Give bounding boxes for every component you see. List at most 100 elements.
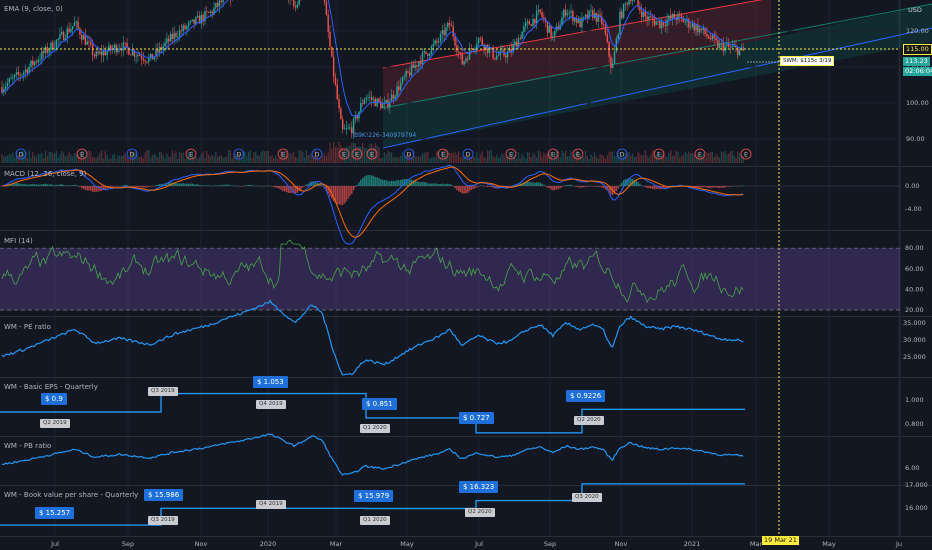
candle-body[interactable] xyxy=(50,42,52,51)
candle-body[interactable] xyxy=(639,6,641,11)
candle-body[interactable] xyxy=(298,0,300,5)
candle-body[interactable] xyxy=(135,55,137,57)
candle-body[interactable] xyxy=(102,51,105,56)
candle-body[interactable] xyxy=(461,53,464,65)
event-marker-icon[interactable] xyxy=(547,148,559,160)
candle-body[interactable] xyxy=(401,77,404,83)
candle-body[interactable] xyxy=(158,46,161,53)
candle-body[interactable] xyxy=(347,127,349,129)
candle-body[interactable] xyxy=(541,12,543,18)
pe-pane-title[interactable]: WM - PE ratio xyxy=(4,323,51,331)
candle-body[interactable] xyxy=(564,9,567,16)
candle-body[interactable] xyxy=(653,19,656,25)
candle-body[interactable] xyxy=(142,58,145,61)
candle-body[interactable] xyxy=(396,86,398,97)
price-alert-label[interactable]: SWM: $115c 3/19 xyxy=(780,56,835,66)
candle-body[interactable] xyxy=(390,94,393,103)
candle-body[interactable] xyxy=(361,103,364,104)
candle-body[interactable] xyxy=(711,35,714,40)
candle-body[interactable] xyxy=(124,42,126,44)
pb-ratio-line[interactable] xyxy=(1,433,744,476)
candle-body[interactable] xyxy=(434,40,436,44)
candle-body[interactable] xyxy=(646,16,648,20)
candle-body[interactable] xyxy=(631,0,634,2)
candle-body[interactable] xyxy=(501,49,503,51)
candle-body[interactable] xyxy=(619,11,621,35)
candle-body[interactable] xyxy=(75,21,78,23)
candle-body[interactable] xyxy=(660,22,663,29)
event-marker-icon[interactable] xyxy=(126,148,138,160)
candle-body[interactable] xyxy=(37,60,39,63)
bvps-callout[interactable]: $ 15.257 xyxy=(35,507,75,519)
candle-body[interactable] xyxy=(548,25,551,33)
candle-body[interactable] xyxy=(488,48,491,53)
candle-body[interactable] xyxy=(521,31,523,40)
candle-body[interactable] xyxy=(693,23,695,31)
candle-body[interactable] xyxy=(519,38,522,40)
candle-body[interactable] xyxy=(372,98,375,100)
candle-body[interactable] xyxy=(327,14,329,32)
candle-body[interactable] xyxy=(405,71,407,77)
candle-body[interactable] xyxy=(476,43,478,48)
candle-body[interactable] xyxy=(590,10,592,11)
candle-body[interactable] xyxy=(10,78,12,80)
candle-body[interactable] xyxy=(606,34,608,42)
candle-body[interactable] xyxy=(367,97,369,99)
candle-body[interactable] xyxy=(84,35,87,45)
candle-body[interactable] xyxy=(149,53,152,58)
candle-body[interactable] xyxy=(425,51,427,54)
candle-body[interactable] xyxy=(726,43,728,46)
event-marker-icon[interactable] xyxy=(185,148,197,160)
candle-body[interactable] xyxy=(15,72,18,75)
candle-body[interactable] xyxy=(483,44,485,50)
candle-body[interactable] xyxy=(137,54,139,56)
mfi-pane-title[interactable]: MFI (14) xyxy=(4,237,33,245)
macd-pane-title[interactable]: MACD (12, 26, close, 9) xyxy=(4,170,87,178)
mfi-line[interactable] xyxy=(1,239,744,304)
candle-body[interactable] xyxy=(99,51,101,54)
candle-body[interactable] xyxy=(91,44,94,56)
candle-body[interactable] xyxy=(70,29,72,33)
candle-body[interactable] xyxy=(472,49,474,51)
candle-body[interactable] xyxy=(673,13,676,18)
candle-body[interactable] xyxy=(416,65,418,67)
candle-body[interactable] xyxy=(8,78,10,83)
candle-body[interactable] xyxy=(325,1,328,15)
candle-body[interactable] xyxy=(68,28,70,33)
eps-callout[interactable]: $ 0.9226 xyxy=(566,390,606,402)
candle-body[interactable] xyxy=(445,27,447,36)
candle-body[interactable] xyxy=(46,46,49,53)
candle-body[interactable] xyxy=(573,17,576,22)
candle-body[interactable] xyxy=(173,32,175,39)
candle-body[interactable] xyxy=(184,25,186,30)
candle-body[interactable] xyxy=(191,19,194,21)
candle-body[interactable] xyxy=(24,69,27,73)
candle-body[interactable] xyxy=(610,56,612,68)
candle-body[interactable] xyxy=(95,51,97,57)
event-marker-icon[interactable] xyxy=(233,148,245,160)
channel-bottom-line[interactable] xyxy=(382,27,932,149)
candle-body[interactable] xyxy=(323,0,326,2)
candle-body[interactable] xyxy=(360,103,362,112)
candle-body[interactable] xyxy=(296,4,299,8)
candle-body[interactable] xyxy=(403,76,406,78)
candle-body[interactable] xyxy=(79,28,81,35)
candle-body[interactable] xyxy=(131,50,134,55)
candle-body[interactable] xyxy=(182,25,184,32)
candle-body[interactable] xyxy=(117,49,119,53)
channel-top-line[interactable] xyxy=(382,0,771,69)
eps-callout[interactable]: $ 0.9 xyxy=(41,393,67,405)
candle-body[interactable] xyxy=(186,26,188,30)
candle-body[interactable] xyxy=(206,11,208,12)
candle-body[interactable] xyxy=(630,0,632,2)
candle-body[interactable] xyxy=(708,36,710,39)
candle-body[interactable] xyxy=(474,47,476,50)
event-marker-icon[interactable] xyxy=(351,148,363,160)
candle-body[interactable] xyxy=(724,45,726,52)
candle-body[interactable] xyxy=(467,58,469,60)
candle-body[interactable] xyxy=(463,61,465,65)
candle-body[interactable] xyxy=(599,14,601,17)
candle-body[interactable] xyxy=(713,35,715,38)
candle-body[interactable] xyxy=(669,15,672,19)
candle-body[interactable] xyxy=(733,46,735,47)
